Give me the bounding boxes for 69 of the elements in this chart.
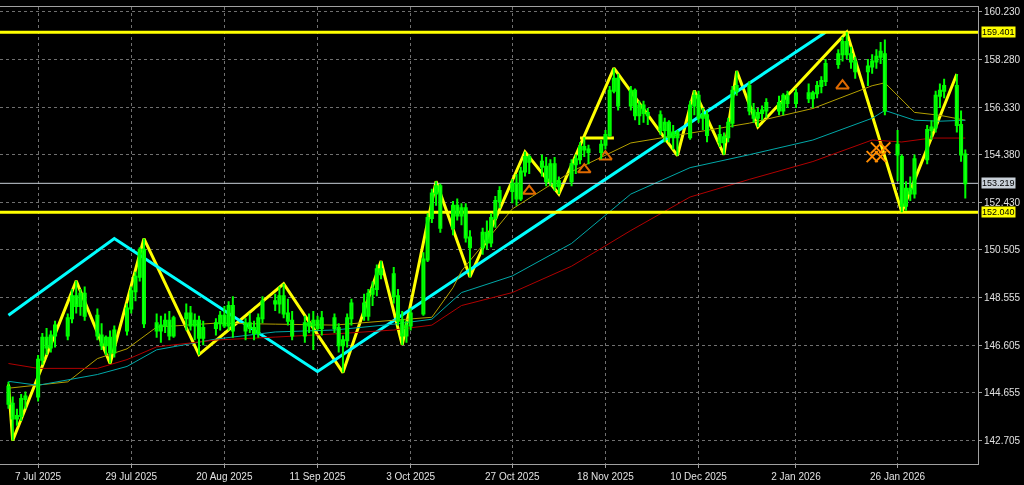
ref-line-label: 159.401 (982, 27, 1015, 37)
x-tick-label: 2 Jan 2026 (771, 471, 822, 482)
candlestick (633, 87, 638, 122)
candlestick (527, 153, 532, 175)
candlestick (362, 292, 367, 322)
candlestick (82, 285, 87, 322)
candlestick (569, 158, 574, 188)
candlestick (230, 295, 235, 339)
candlestick (552, 155, 557, 193)
candlestick (218, 309, 223, 332)
candlestick (641, 99, 646, 124)
candlestick (167, 309, 172, 342)
y-tick-label: 150.505 (984, 244, 1021, 256)
x-tick-label: 10 Dec 2025 (670, 471, 728, 482)
candlestick (764, 97, 769, 119)
y-tick-label: 148.555 (984, 291, 1021, 303)
candlestick (544, 155, 549, 188)
candlestick (510, 177, 515, 205)
x-tick-label: 29 Jul 2025 (105, 471, 158, 482)
candlestick (548, 158, 553, 188)
x-tick-label: 3 Oct 2025 (386, 471, 436, 482)
x-tick-label: 11 Sep 2025 (289, 471, 346, 482)
x-tick-label: 20 Aug 2025 (196, 471, 253, 482)
y-tick-label: 152.430 (984, 197, 1021, 209)
y-tick-label: 142.705 (984, 434, 1021, 446)
candlestick (53, 319, 58, 349)
candlestick (776, 94, 782, 117)
candlestick (806, 82, 811, 105)
candlestick (154, 312, 159, 339)
line-series (7, 137, 966, 369)
candlestick (141, 237, 146, 330)
candlestick (675, 128, 680, 157)
candlestick (108, 329, 113, 365)
candlestick (882, 38, 887, 117)
candlestick (196, 314, 202, 356)
ref-line-label: 153.219 (982, 178, 1015, 188)
candlestick (755, 106, 760, 129)
x-tick-label: 18 Nov 2025 (577, 471, 635, 482)
candlestick (705, 109, 710, 144)
candlestick (243, 317, 248, 342)
candlestick (793, 87, 798, 109)
ref-line-label: 152.040 (982, 207, 1015, 217)
candlestick (925, 124, 930, 166)
x-tick-label: 27 Oct 2025 (485, 471, 540, 482)
candlestick (616, 72, 621, 112)
candlestick (450, 199, 456, 237)
point (598, 150, 613, 161)
candlestick (912, 153, 917, 200)
x-tick-label: 7 Jul 2025 (15, 471, 62, 482)
y-tick-label: 154.380 (984, 149, 1021, 161)
candlestick (222, 305, 227, 330)
candlestick (781, 92, 786, 117)
candlestick (438, 182, 443, 234)
candlestick (184, 302, 189, 332)
y-tick-label: 146.605 (984, 339, 1021, 351)
candlestick (311, 309, 316, 352)
candlestick (319, 309, 324, 337)
y-tick-label: 156.330 (984, 101, 1021, 113)
candlestick (302, 314, 307, 344)
y-tick-label: 144.655 (984, 387, 1021, 399)
candlestick (277, 285, 282, 315)
x-tick-label: 26 Jan 2026 (870, 471, 926, 482)
point (835, 79, 850, 90)
candlestick (19, 393, 24, 422)
candlestick (171, 314, 176, 339)
candlestick (865, 58, 870, 87)
y-tick-label: 158.280 (984, 54, 1021, 66)
candlestick (158, 314, 163, 344)
y-tick-label: 160.230 (984, 6, 1021, 18)
